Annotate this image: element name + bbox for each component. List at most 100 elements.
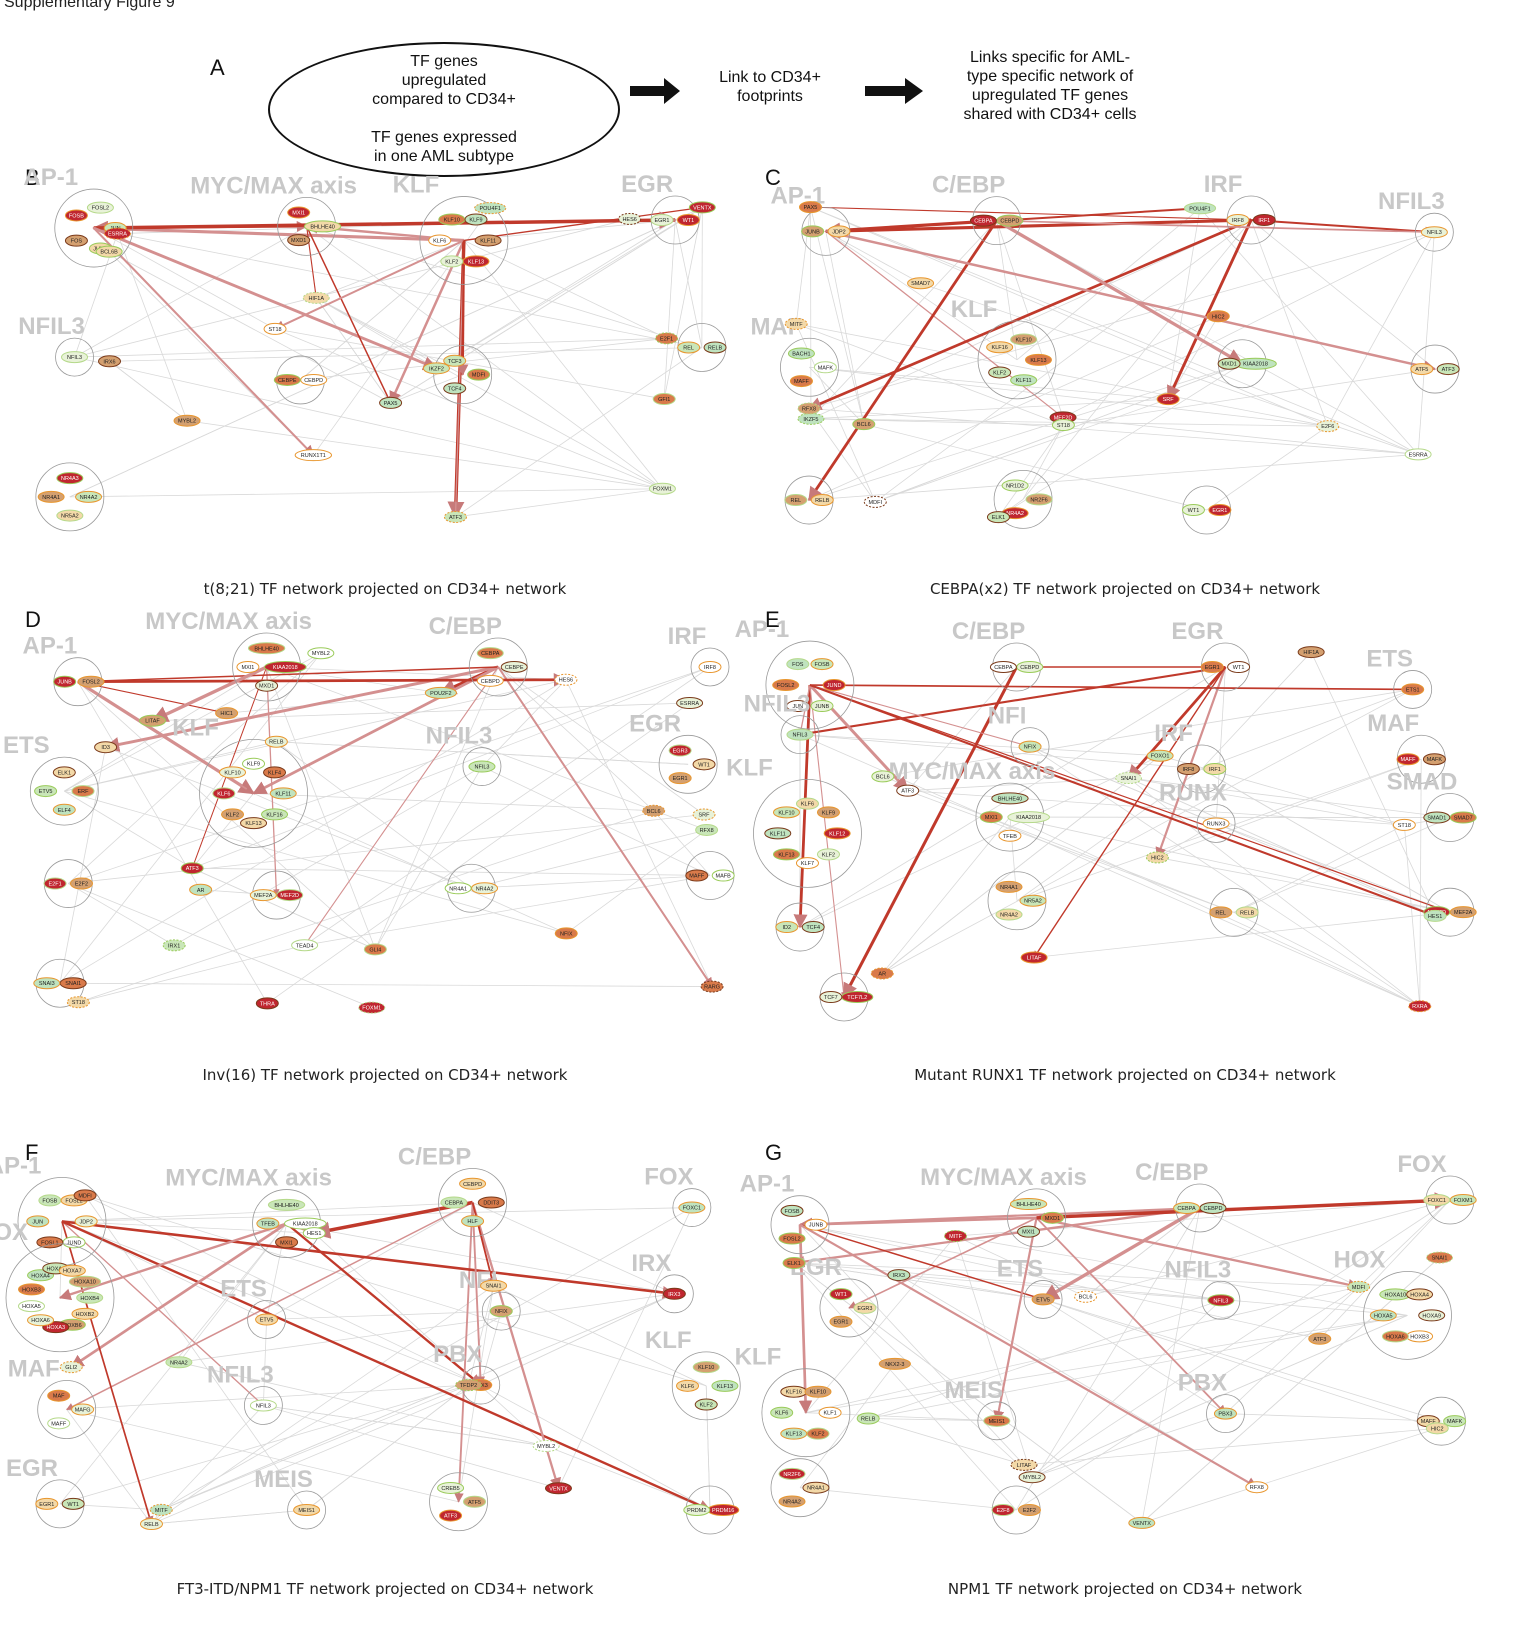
tf-node[interactable]: ATF5: [1410, 363, 1434, 376]
tf-node[interactable]: KIAA2018: [1234, 357, 1277, 370]
tf-node[interactable]: GLI4: [363, 943, 387, 956]
tf-node[interactable]: KLF11: [269, 787, 297, 800]
tf-node[interactable]: ELK1: [986, 511, 1010, 524]
tf-node[interactable]: SMAD7: [1449, 811, 1477, 824]
tf-node[interactable]: JDP2: [74, 1215, 98, 1228]
tf-node[interactable]: CEBPA: [440, 1196, 468, 1209]
tf-node[interactable]: NR5A2: [56, 509, 84, 522]
tf-node[interactable]: IRF8: [698, 661, 722, 673]
tf-node[interactable]: RFX8: [695, 823, 719, 836]
tf-node[interactable]: MXI1: [275, 1236, 299, 1249]
tf-node[interactable]: KLF10: [772, 806, 800, 819]
tf-node[interactable]: BHLHE40: [991, 792, 1029, 805]
tf-node[interactable]: MEF2D: [276, 889, 304, 902]
tf-node[interactable]: KLF1: [818, 1406, 842, 1419]
tf-node[interactable]: POU4F1: [474, 202, 507, 215]
tf-node[interactable]: MITF: [149, 1503, 173, 1516]
tf-node[interactable]: JDP2: [827, 225, 851, 238]
tf-node[interactable]: MDFI: [73, 1189, 97, 1202]
tf-node[interactable]: LITAF: [1020, 951, 1048, 964]
tf-node[interactable]: IKZF5: [797, 412, 825, 425]
tf-node[interactable]: MAFG: [71, 1403, 95, 1416]
tf-node[interactable]: REL: [677, 341, 701, 354]
tf-node[interactable]: MXI1: [979, 811, 1003, 824]
tf-node[interactable]: IKZF2: [422, 362, 450, 375]
tf-node[interactable]: MITF: [784, 317, 808, 330]
tf-node[interactable]: RUNX3: [1202, 817, 1230, 830]
tf-node[interactable]: FOSL2: [77, 675, 105, 688]
tf-node[interactable]: JUN: [26, 1215, 50, 1228]
tf-node[interactable]: FOSL1: [36, 1236, 64, 1249]
tf-node[interactable]: ST18: [1392, 818, 1416, 831]
tf-node[interactable]: CEBPA: [1173, 1201, 1201, 1214]
tf-node[interactable]: MXI1: [1017, 1225, 1041, 1238]
tf-node[interactable]: HOXA10: [68, 1275, 102, 1288]
tf-node[interactable]: RARG: [700, 980, 724, 993]
tf-node[interactable]: BCL6: [642, 804, 666, 817]
tf-node[interactable]: CEBPA: [969, 214, 997, 227]
tf-node[interactable]: KLF2: [221, 808, 245, 821]
tf-node[interactable]: KLF6: [212, 787, 236, 800]
tf-node[interactable]: KLF13: [772, 848, 800, 861]
tf-node[interactable]: FOS: [64, 234, 88, 247]
tf-node[interactable]: ELF4: [52, 803, 76, 816]
tf-node[interactable]: FOXC1: [678, 1201, 706, 1214]
tf-node[interactable]: KLF11: [764, 827, 792, 840]
tf-node[interactable]: PRDM2: [683, 1504, 711, 1516]
tf-node[interactable]: CEBPD: [476, 674, 504, 687]
tf-node[interactable]: EGR1: [829, 1315, 853, 1328]
tf-node[interactable]: E2F1: [655, 332, 679, 345]
tf-node[interactable]: EGR3: [668, 744, 692, 757]
tf-node[interactable]: IRX6: [98, 355, 122, 368]
tf-node[interactable]: NFIX: [489, 1305, 513, 1318]
tf-node[interactable]: KIAA2018: [264, 661, 307, 673]
tf-node[interactable]: HOXA5: [1369, 1309, 1397, 1322]
tf-node[interactable]: IRF1: [1252, 214, 1276, 226]
tf-node[interactable]: GLI2: [59, 1361, 83, 1374]
tf-node[interactable]: E2F2: [1017, 1504, 1041, 1516]
tf-node[interactable]: BCL6: [871, 770, 895, 783]
tf-node[interactable]: BHLHE40: [1009, 1198, 1048, 1211]
tf-node[interactable]: SMAD7: [907, 277, 935, 290]
tf-node[interactable]: KLF13: [780, 1427, 808, 1440]
tf-node[interactable]: NKX2-3: [878, 1357, 911, 1370]
tf-node[interactable]: NFIX: [1018, 740, 1042, 753]
tf-node[interactable]: VENTX: [1128, 1516, 1156, 1529]
tf-node[interactable]: KLF2: [806, 1427, 830, 1440]
tf-node[interactable]: CEBPD: [996, 214, 1024, 227]
tf-node[interactable]: ATF3: [1436, 363, 1460, 376]
tf-node[interactable]: KLF2: [816, 848, 840, 861]
tf-node[interactable]: E2F6: [1316, 420, 1340, 433]
tf-node[interactable]: DDIT3: [477, 1196, 505, 1209]
tf-node[interactable]: NFIX: [554, 927, 578, 940]
tf-node[interactable]: NR4A1: [37, 490, 65, 503]
tf-node[interactable]: WT1: [1227, 661, 1251, 673]
tf-node[interactable]: MAFB: [711, 869, 735, 882]
tf-node[interactable]: PAX5: [379, 396, 403, 409]
tf-node[interactable]: KLF9: [242, 757, 266, 770]
tf-node[interactable]: KLF13: [1024, 353, 1052, 366]
tf-node[interactable]: HIC2: [1425, 1422, 1449, 1435]
tf-node[interactable]: MAFK: [1422, 753, 1446, 766]
tf-node[interactable]: HOXA9: [1418, 1309, 1446, 1322]
tf-node[interactable]: MAFK: [1443, 1415, 1467, 1428]
tf-node[interactable]: KLF6: [676, 1379, 700, 1392]
tf-node[interactable]: NR4A1: [444, 882, 472, 895]
tf-node[interactable]: CEBPA: [476, 647, 504, 660]
tf-node[interactable]: IRF1: [1203, 763, 1227, 776]
tf-node[interactable]: SNAI1: [1426, 1251, 1454, 1264]
tf-node[interactable]: RFX8: [797, 402, 821, 415]
tf-node[interactable]: RUNX1T1: [294, 449, 333, 462]
tf-node[interactable]: HES1: [302, 1227, 326, 1240]
tf-node[interactable]: REL: [1209, 906, 1233, 919]
tf-node[interactable]: HOXB3: [1406, 1330, 1434, 1343]
tf-node[interactable]: MXI1: [236, 661, 260, 673]
tf-node[interactable]: MXD1: [287, 234, 311, 247]
tf-node[interactable]: TCF4: [801, 921, 825, 934]
tf-node[interactable]: BHLHE40: [247, 642, 286, 655]
tf-node[interactable]: BACH1: [787, 347, 815, 360]
tf-node[interactable]: WT1: [692, 758, 716, 771]
tf-node[interactable]: EGR3: [853, 1301, 877, 1314]
tf-node[interactable]: GFI1: [652, 393, 676, 406]
tf-node[interactable]: MITF: [944, 1230, 968, 1242]
